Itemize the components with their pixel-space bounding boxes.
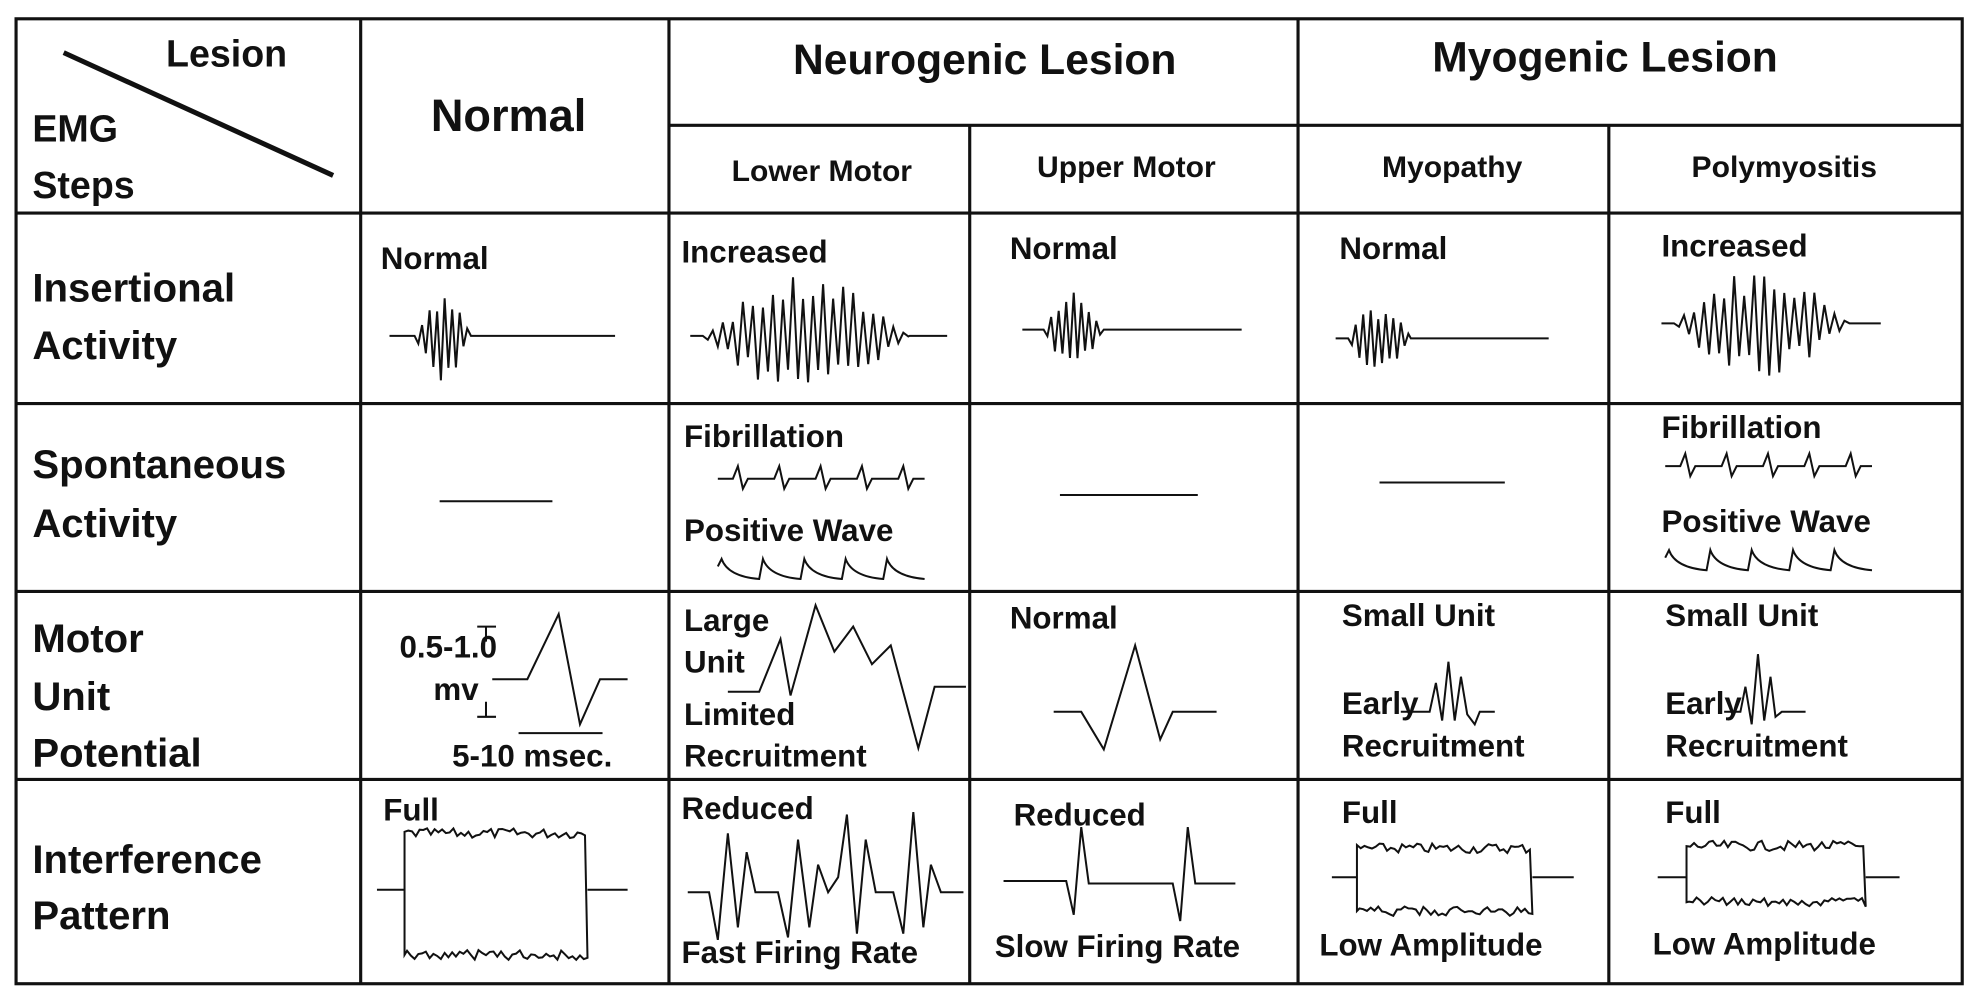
cell-text: 5-10 msec. [452,738,612,773]
cell-text: Increased [1661,228,1807,263]
insertional-wave [690,277,947,382]
fibrillation-wave [718,466,925,489]
cell-text: Fibrillation [684,419,844,454]
cell-text: Small Unit [1342,598,1496,633]
cell-text: Interference [32,838,262,882]
reduced-pattern [688,812,964,940]
cell-text: Early [1665,686,1742,721]
cell-text: Normal [431,90,586,141]
interference-block [405,828,588,959]
cell-text: Recruitment [684,738,867,773]
cell-text: Pattern [32,894,170,938]
cell-text: Upper Motor [1037,151,1216,184]
cell-text: Small Unit [1665,598,1819,633]
interference-block [1687,841,1866,907]
cell-text: Normal [1339,231,1447,266]
cell-text: Limited [684,697,795,732]
cell-text: Unit [684,644,745,679]
fibrillation-wave [1665,454,1872,477]
emg-table: Lesion EMG Steps Normal Neurogenic Lesion Low… [0,0,1967,990]
interference-block [1357,844,1532,916]
cell-text: Motor [32,617,143,661]
cell-text: Fibrillation [1661,410,1821,445]
normal-unit-potential [1054,645,1217,749]
cell-text: Large [684,603,769,638]
cell-text: Activity [32,324,178,368]
cell-text: Normal [381,241,489,276]
cell-text: Low Amplitude [1319,928,1542,963]
cell-text: Normal [1010,601,1118,636]
cell-text: Recruitment [1342,728,1525,763]
slow-firing-pattern [1004,827,1236,921]
cell-text: Steps [32,164,134,206]
cell-text: Myopathy [1382,151,1523,184]
cell-text: Positive Wave [684,513,893,548]
cell-text: Full [383,792,439,827]
insertional-wave [390,298,616,380]
cell-text: Early [1342,686,1419,721]
motor-unit-potential [492,614,627,724]
cell-text: Slow Firing Rate [995,929,1240,964]
cell-text: Low Amplitude [1653,926,1876,961]
cell-text: Normal [1010,231,1118,266]
cell-text: Full [1665,795,1721,830]
cell-text: Increased [681,235,827,270]
positive-wave [1665,550,1872,570]
page: {"header":{"corner":{"lesion":"Lesion","… [0,0,1967,990]
cell-text: mv [433,672,479,707]
cell-text: Myogenic Lesion [1432,33,1778,81]
cell-text: Positive Wave [1661,504,1870,539]
cell-text: Lesion [166,32,287,74]
cell-text: Insertional [32,266,235,310]
cell-text: Polymyositis [1692,151,1877,184]
insertional-wave [1661,276,1880,376]
cell-text: Full [1342,795,1398,830]
cell-text: 0.5-1.0 [400,629,498,664]
cell-text: Reduced [681,791,813,826]
cell-text: Recruitment [1665,728,1848,763]
cell-text: Neurogenic Lesion [793,36,1176,84]
cell-text: Fast Firing Rate [681,935,918,970]
insertional-wave [1022,293,1241,358]
positive-wave [718,559,925,579]
cell-text: Potential [32,731,201,775]
cell-text: Lower Motor [732,155,913,188]
cell-text: Unit [32,675,110,719]
cell-text: EMG [32,108,118,150]
table-grid [16,19,1962,984]
insertional-wave [1336,310,1549,366]
cell-text: Reduced [1014,797,1146,832]
cell-text: Spontaneous [32,443,286,487]
cell-text: Activity [32,502,178,546]
labels: Lesion EMG Steps Normal Neurogenic Lesion Low… [32,32,1877,970]
